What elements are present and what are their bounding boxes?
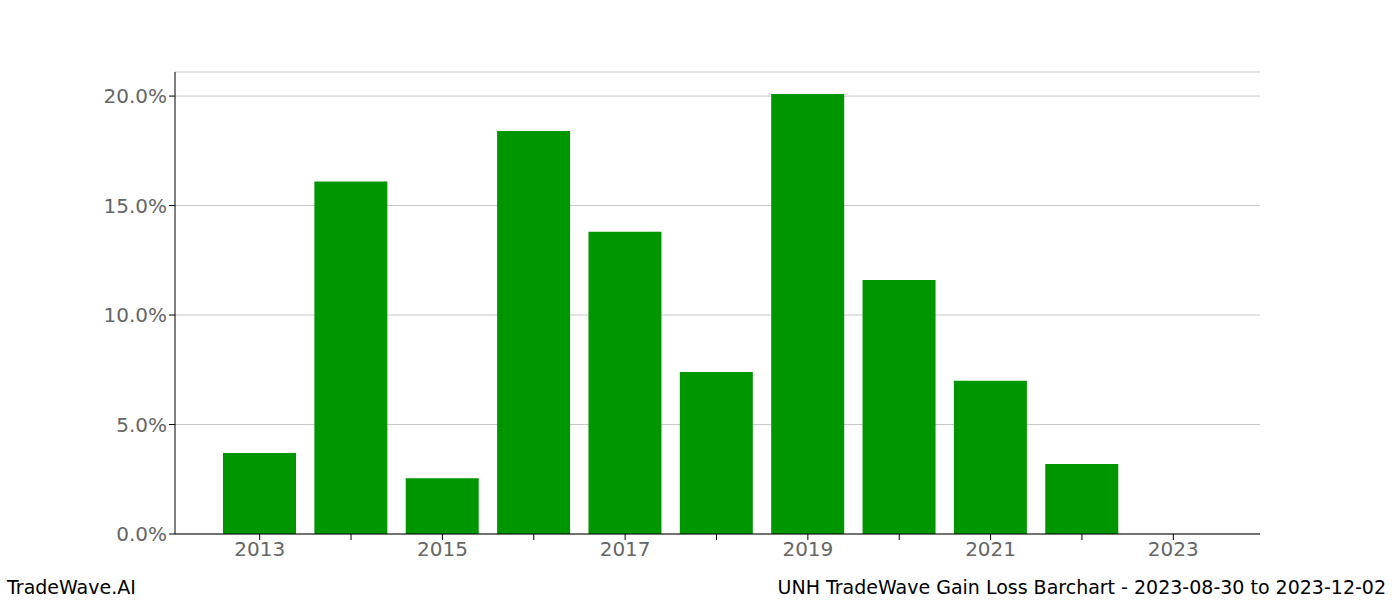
html-text:TradeWave.AI: TradeWave.AI [7, 576, 136, 598]
svg-text:2015: 2015 [417, 537, 468, 561]
svg-text:20.0%: 20.0% [103, 84, 167, 108]
svg-text:0.0%: 0.0% [116, 522, 167, 546]
html-text:UNH TradeWave Gain Loss Barcha: UNH TradeWave Gain Loss Barchart - 2023-… [777, 576, 1386, 598]
svg-text:5.0%: 5.0% [116, 413, 167, 437]
svg-text:2023: 2023 [1148, 537, 1199, 561]
svg-text:2017: 2017 [600, 537, 651, 561]
svg-text:10.0%: 10.0% [103, 303, 167, 327]
svg-text:2021: 2021 [965, 537, 1016, 561]
svg-text:15.0%: 15.0% [103, 194, 167, 218]
svg-text:2019: 2019 [782, 537, 833, 561]
svg-text:2013: 2013 [234, 537, 285, 561]
